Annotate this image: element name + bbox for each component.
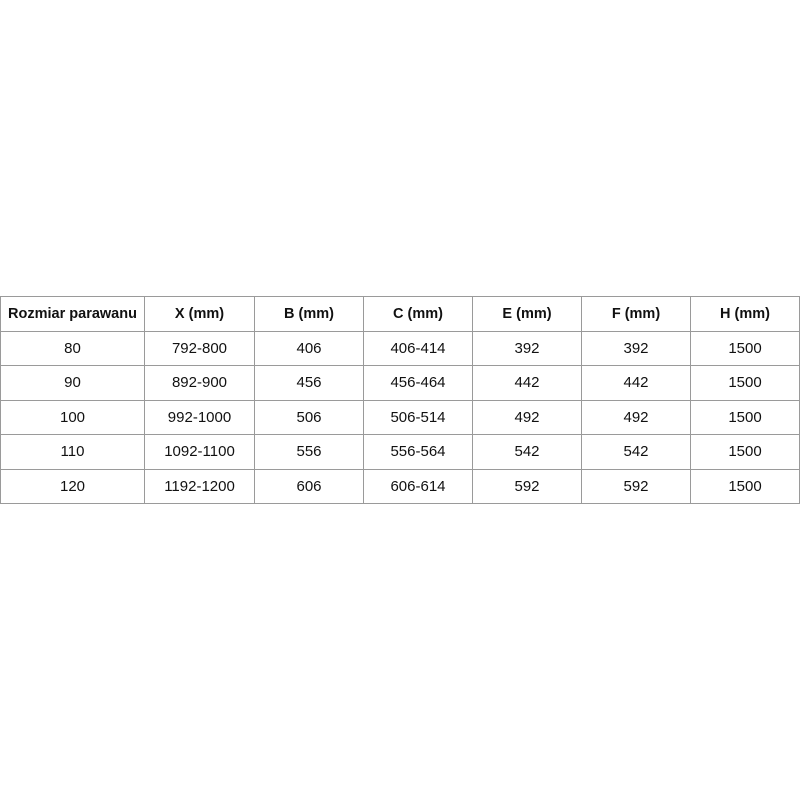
table-cell: 992-1000 (144, 399, 255, 435)
table-row: 80 792-800 406 406-414 392 392 1500 (0, 330, 800, 366)
table-cell: 456-464 (363, 365, 473, 401)
column-header: E (mm) (472, 296, 582, 332)
table-cell: 1500 (690, 399, 800, 435)
table-cell: 1092-1100 (144, 434, 255, 470)
column-header: H (mm) (690, 296, 800, 332)
column-header: Rozmiar parawanu (0, 296, 145, 332)
table-cell: 1500 (690, 365, 800, 401)
table-cell: 592 (581, 468, 691, 504)
table-cell: 80 (0, 330, 145, 366)
table-cell: 406-414 (363, 330, 473, 366)
table-cell: 392 (581, 330, 691, 366)
table-cell: 1500 (690, 468, 800, 504)
table-cell: 492 (472, 399, 582, 435)
table-row: 90 892-900 456 456-464 442 442 1500 (0, 365, 800, 401)
table-cell: 100 (0, 399, 145, 435)
column-header: X (mm) (144, 296, 255, 332)
table-row: 110 1092-1100 556 556-564 542 542 1500 (0, 434, 800, 470)
table-cell: 542 (581, 434, 691, 470)
table-cell: 1500 (690, 330, 800, 366)
column-header: B (mm) (254, 296, 364, 332)
table-cell: 1192-1200 (144, 468, 255, 504)
table-cell: 556-564 (363, 434, 473, 470)
table-cell: 406 (254, 330, 364, 366)
table-cell: 606-614 (363, 468, 473, 504)
table-cell: 506 (254, 399, 364, 435)
table-cell: 506-514 (363, 399, 473, 435)
table-cell: 456 (254, 365, 364, 401)
table-cell: 392 (472, 330, 582, 366)
column-header: C (mm) (363, 296, 473, 332)
table-row: 120 1192-1200 606 606-614 592 592 1500 (0, 468, 800, 504)
column-header: F (mm) (581, 296, 691, 332)
table-cell: 1500 (690, 434, 800, 470)
table-cell: 892-900 (144, 365, 255, 401)
table-cell: 606 (254, 468, 364, 504)
dimensions-table: Rozmiar parawanu X (mm) B (mm) C (mm) E (mm)… (0, 296, 800, 504)
table-cell: 442 (581, 365, 691, 401)
table-cell: 542 (472, 434, 582, 470)
table-cell: 792-800 (144, 330, 255, 366)
header-row: Rozmiar parawanu X (mm) B (mm) C (mm) E (mm)… (0, 296, 800, 332)
table-row: 100 992-1000 506 506-514 492 492 1500 (0, 399, 800, 435)
table-cell: 592 (472, 468, 582, 504)
table-cell: 120 (0, 468, 145, 504)
table-cell: 90 (0, 365, 145, 401)
table-cell: 556 (254, 434, 364, 470)
table-cell: 110 (0, 434, 145, 470)
table-cell: 442 (472, 365, 582, 401)
table-cell: 492 (581, 399, 691, 435)
